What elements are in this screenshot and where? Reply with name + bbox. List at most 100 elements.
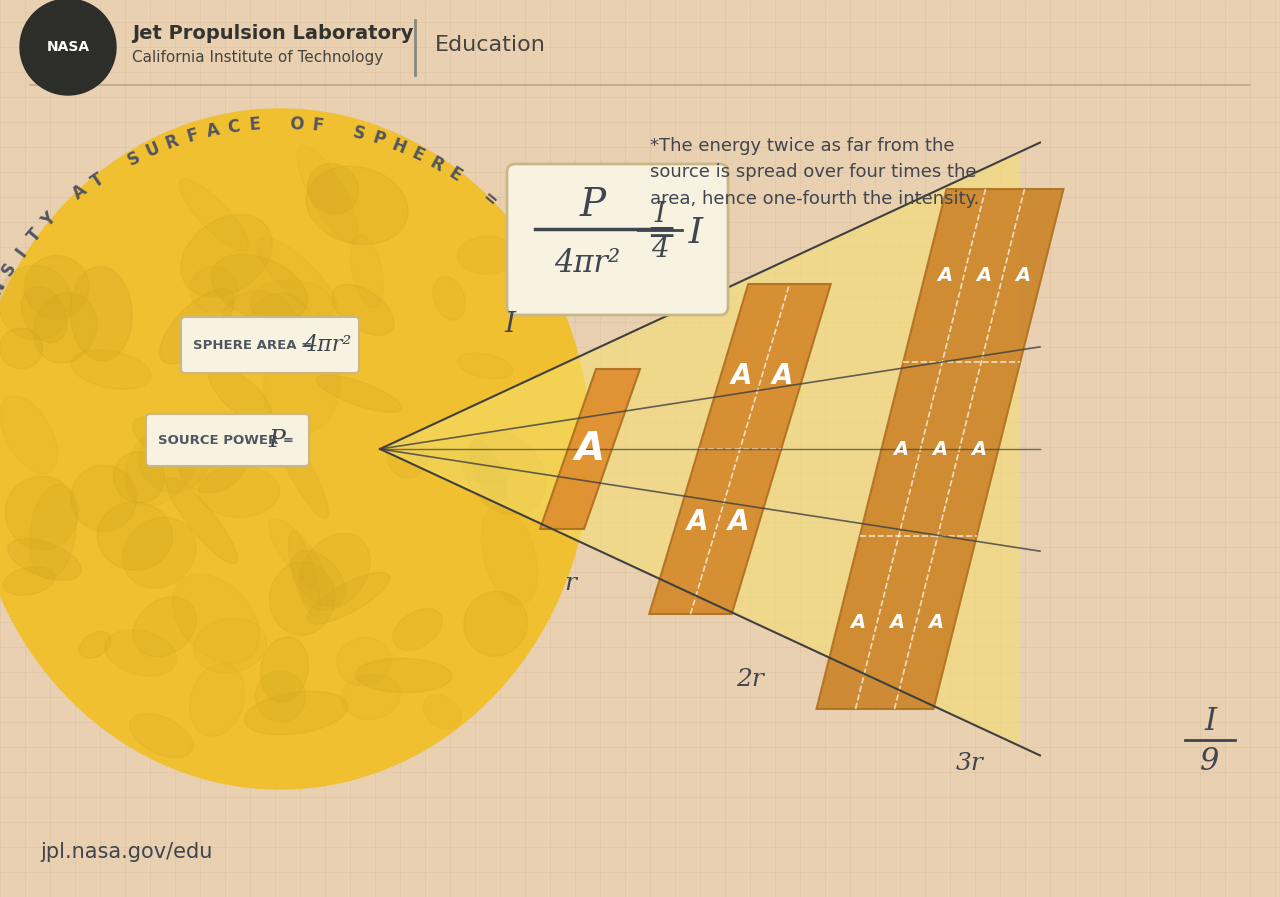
- Text: I: I: [13, 244, 31, 260]
- Ellipse shape: [297, 145, 358, 243]
- Text: A: A: [772, 362, 794, 390]
- FancyBboxPatch shape: [507, 164, 728, 315]
- Ellipse shape: [0, 328, 42, 369]
- Ellipse shape: [29, 484, 77, 579]
- Text: A: A: [928, 613, 943, 631]
- Text: 4πr²: 4πr²: [303, 334, 351, 356]
- Ellipse shape: [260, 637, 308, 702]
- Text: jpl.nasa.gov/edu: jpl.nasa.gov/edu: [40, 842, 212, 862]
- Ellipse shape: [180, 214, 273, 297]
- Ellipse shape: [264, 339, 340, 435]
- Text: F: F: [311, 117, 324, 135]
- Ellipse shape: [463, 431, 545, 514]
- Ellipse shape: [424, 694, 461, 729]
- FancyBboxPatch shape: [146, 414, 308, 466]
- Text: 9: 9: [1201, 746, 1220, 778]
- Ellipse shape: [0, 266, 72, 340]
- Text: I: I: [1204, 707, 1216, 737]
- Ellipse shape: [193, 618, 266, 673]
- Text: S: S: [351, 124, 367, 144]
- Ellipse shape: [133, 597, 196, 657]
- Ellipse shape: [457, 353, 513, 379]
- Ellipse shape: [198, 466, 279, 518]
- Ellipse shape: [211, 255, 307, 322]
- Text: P: P: [370, 129, 388, 150]
- Text: C: C: [227, 118, 241, 137]
- Text: P: P: [268, 429, 285, 451]
- Ellipse shape: [221, 291, 296, 353]
- Text: T: T: [87, 170, 108, 191]
- Text: Y: Y: [38, 210, 60, 231]
- Ellipse shape: [114, 452, 165, 503]
- Text: SOURCE POWER =: SOURCE POWER =: [157, 433, 298, 447]
- Polygon shape: [540, 369, 640, 529]
- Text: F: F: [184, 126, 200, 146]
- Ellipse shape: [387, 437, 428, 477]
- Ellipse shape: [166, 477, 237, 563]
- Text: =: =: [477, 188, 500, 212]
- Ellipse shape: [251, 280, 334, 328]
- Text: N: N: [0, 277, 9, 298]
- Ellipse shape: [256, 671, 306, 722]
- Text: A: A: [890, 613, 904, 631]
- Text: A: A: [575, 430, 605, 468]
- Circle shape: [20, 0, 116, 95]
- Ellipse shape: [70, 350, 151, 389]
- Text: A: A: [69, 181, 91, 204]
- Ellipse shape: [306, 166, 408, 245]
- Ellipse shape: [173, 574, 260, 664]
- Text: A: A: [731, 362, 751, 390]
- Ellipse shape: [189, 664, 244, 736]
- Ellipse shape: [178, 431, 247, 492]
- Text: 4πr²: 4πr²: [554, 248, 620, 279]
- Text: A: A: [728, 508, 750, 536]
- Ellipse shape: [189, 266, 238, 313]
- Ellipse shape: [351, 235, 383, 308]
- Ellipse shape: [20, 286, 68, 343]
- Text: A: A: [932, 440, 947, 458]
- Ellipse shape: [256, 238, 338, 318]
- Ellipse shape: [123, 518, 196, 588]
- Text: H: H: [389, 135, 408, 158]
- Text: R: R: [428, 153, 447, 175]
- Ellipse shape: [342, 674, 401, 719]
- Text: Education: Education: [435, 35, 545, 55]
- Text: NASA: NASA: [46, 40, 90, 54]
- Ellipse shape: [5, 476, 78, 550]
- Ellipse shape: [276, 429, 329, 518]
- Text: A: A: [893, 440, 909, 458]
- Ellipse shape: [300, 534, 370, 610]
- Text: R: R: [164, 132, 182, 153]
- Text: E: E: [248, 116, 261, 135]
- Text: A: A: [850, 613, 865, 631]
- Text: = I: = I: [646, 216, 703, 249]
- Ellipse shape: [8, 539, 82, 580]
- Ellipse shape: [393, 608, 443, 650]
- Text: 4: 4: [652, 236, 669, 263]
- Ellipse shape: [433, 276, 466, 320]
- Ellipse shape: [129, 713, 193, 758]
- Text: A: A: [1015, 266, 1030, 285]
- Text: U: U: [143, 139, 163, 161]
- FancyBboxPatch shape: [180, 317, 358, 373]
- Ellipse shape: [332, 284, 394, 335]
- Text: T: T: [24, 226, 45, 246]
- Text: S: S: [124, 148, 143, 170]
- Ellipse shape: [316, 375, 402, 413]
- Ellipse shape: [138, 422, 209, 492]
- Text: California Institute of Technology: California Institute of Technology: [132, 49, 383, 65]
- Ellipse shape: [125, 420, 198, 506]
- Ellipse shape: [97, 502, 173, 570]
- Ellipse shape: [481, 506, 538, 605]
- Text: A: A: [975, 266, 991, 285]
- Ellipse shape: [244, 691, 348, 735]
- Text: A: A: [972, 440, 987, 458]
- Ellipse shape: [288, 531, 320, 617]
- Text: E: E: [410, 144, 428, 165]
- Text: A: A: [937, 266, 952, 285]
- Text: P: P: [580, 187, 605, 224]
- Ellipse shape: [133, 417, 205, 466]
- Polygon shape: [380, 152, 1020, 746]
- Ellipse shape: [70, 266, 132, 361]
- Ellipse shape: [356, 658, 452, 692]
